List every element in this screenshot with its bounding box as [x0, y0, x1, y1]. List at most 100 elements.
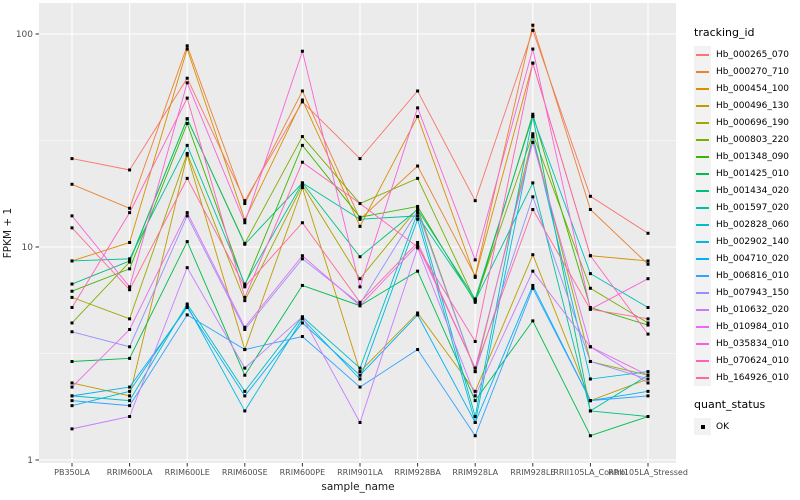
line-swatch-icon — [696, 53, 709, 56]
data-point — [531, 23, 535, 27]
line-swatch-icon — [696, 240, 709, 243]
data-point — [588, 286, 592, 290]
data-point — [646, 231, 650, 235]
data-point — [300, 321, 304, 325]
data-point — [358, 373, 362, 377]
legend-key — [694, 114, 711, 131]
legend-item-ok: OK — [694, 418, 798, 435]
data-point — [70, 295, 74, 299]
data-point — [588, 360, 592, 364]
data-point — [128, 399, 132, 403]
data-point — [358, 202, 362, 206]
data-point — [358, 217, 362, 221]
legend-item-Hb_002828_060: Hb_002828_060 — [694, 216, 798, 233]
data-point — [185, 153, 189, 157]
data-point — [185, 211, 189, 215]
y-tick-label: 1 — [27, 456, 33, 466]
legend-item-label: Hb_004710_020 — [716, 253, 790, 264]
data-point — [358, 255, 362, 259]
chart-panel — [39, 3, 676, 463]
legend-key — [694, 46, 711, 63]
data-point — [473, 297, 477, 301]
legend-item-label: Hb_001434_020 — [716, 185, 790, 196]
data-point — [473, 258, 477, 262]
x-tick-label: RRIM928LA — [452, 468, 498, 477]
data-point — [185, 47, 189, 51]
data-point — [300, 143, 304, 147]
data-point — [646, 332, 650, 336]
data-point — [473, 299, 477, 303]
data-point — [70, 394, 74, 398]
legend-item-Hb_010632_020: Hb_010632_020 — [694, 301, 798, 318]
data-point — [128, 240, 132, 244]
data-point — [70, 385, 74, 389]
line-swatch-icon — [696, 206, 709, 209]
data-point — [358, 370, 362, 374]
data-point — [531, 253, 535, 257]
legend-key — [694, 63, 711, 80]
data-point — [588, 409, 592, 413]
data-point — [646, 262, 650, 266]
data-point — [243, 202, 247, 206]
data-point — [243, 373, 247, 377]
legend-item-Hb_006816_010: Hb_006816_010 — [694, 267, 798, 284]
line-swatch-icon — [696, 342, 709, 345]
data-point — [531, 195, 535, 199]
data-point — [646, 373, 650, 377]
data-point — [416, 209, 420, 213]
legend-item-label: Hb_010632_020 — [716, 304, 790, 315]
data-point — [588, 305, 592, 309]
data-point — [70, 321, 74, 325]
line-swatch-icon — [696, 172, 709, 175]
data-point — [128, 259, 132, 263]
legend-key — [694, 199, 711, 216]
legend-key — [694, 80, 711, 97]
data-point — [646, 381, 650, 385]
legend-item-Hb_007943_150: Hb_007943_150 — [694, 284, 798, 301]
data-point — [358, 304, 362, 308]
legend-item-label: Hb_002902_140 — [716, 236, 790, 247]
line-swatch-icon — [696, 308, 709, 311]
line-swatch-icon — [696, 104, 709, 107]
legend-key — [694, 301, 711, 318]
data-point — [531, 114, 535, 118]
data-point — [588, 307, 592, 311]
line-swatch-icon — [696, 325, 709, 328]
x-tick-label: RRIM928BA — [394, 468, 441, 477]
legend-item-Hb_001434_020: Hb_001434_020 — [694, 182, 798, 199]
legend-item-Hb_035834_010: Hb_035834_010 — [694, 335, 798, 352]
data-point — [646, 377, 650, 381]
x-tick-label: RRIM600SE — [222, 468, 268, 477]
line-swatch-icon — [696, 359, 709, 362]
x-tick-label: RRII105LA_Stressed — [608, 468, 688, 477]
data-point — [185, 151, 189, 155]
line-swatch-icon — [696, 189, 709, 192]
line-swatch-icon — [696, 376, 709, 379]
legend-item-Hb_000696_190: Hb_000696_190 — [694, 114, 798, 131]
legend-title-tracking-id: tracking_id — [694, 26, 755, 39]
legend: tracking_id Hb_000265_070 Hb_000270_710 Hb… — [694, 26, 798, 435]
data-point — [128, 356, 132, 360]
x-tick-label: RRIM901LA — [337, 468, 383, 477]
legend-item-label: Hb_000496_130 — [716, 100, 790, 111]
legend-key — [694, 97, 711, 114]
legend-key — [694, 216, 711, 233]
data-point — [70, 404, 74, 408]
data-point — [243, 199, 247, 203]
data-point — [531, 207, 535, 211]
data-point — [70, 289, 74, 293]
legend-key — [694, 148, 711, 165]
data-point — [646, 370, 650, 374]
data-point — [70, 226, 74, 230]
data-point — [243, 394, 247, 398]
data-point — [358, 300, 362, 304]
axes: 1 10 100 PB350LA RRIM600LA RRIM600LE RRIM600SE… — [16, 30, 688, 477]
data-point — [128, 267, 132, 271]
data-point — [358, 215, 362, 219]
data-point — [588, 207, 592, 211]
x-tick-label: RRIM600LA — [107, 468, 153, 477]
data-point — [416, 269, 420, 273]
data-point — [185, 305, 189, 309]
data-point — [531, 319, 535, 323]
